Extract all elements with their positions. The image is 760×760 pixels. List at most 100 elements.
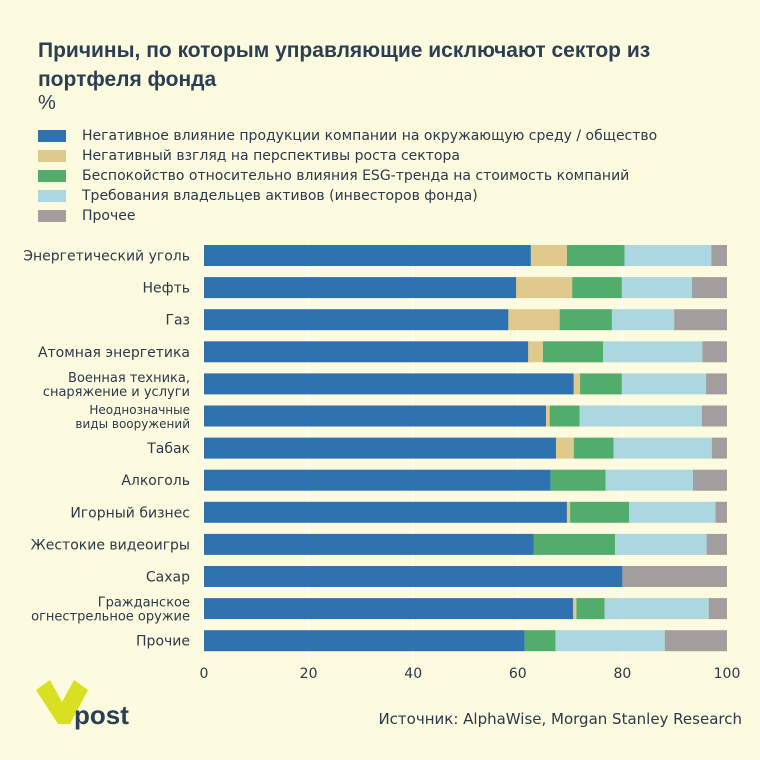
bar-segment bbox=[572, 277, 622, 299]
bar-segment bbox=[566, 245, 625, 266]
category-label: Сахар bbox=[146, 570, 190, 586]
legend-item: Прочее bbox=[38, 206, 657, 226]
category-label-line: огнестрельное оружие bbox=[31, 610, 190, 625]
bar-segment bbox=[204, 501, 567, 523]
bar-segment bbox=[528, 341, 543, 363]
x-tick-label: 20 bbox=[300, 666, 318, 682]
legend-item: Беспокойство относительно влияния ESG-тр… bbox=[38, 166, 657, 186]
x-tick-label: 0 bbox=[200, 666, 209, 682]
x-tick-label: 40 bbox=[404, 666, 422, 682]
bar-segment bbox=[624, 245, 712, 266]
legend-swatch bbox=[38, 150, 66, 162]
bar-segment bbox=[579, 405, 702, 427]
bar-segment bbox=[674, 309, 727, 331]
bar-segment bbox=[622, 566, 727, 587]
category-label-line: Военная техника, bbox=[68, 371, 190, 386]
bar-segment bbox=[701, 405, 727, 427]
bar-segment bbox=[204, 341, 529, 363]
vpost-logo: post bbox=[36, 680, 146, 740]
category-label: Энергетический уголь bbox=[23, 249, 190, 265]
bar-segment bbox=[533, 533, 616, 555]
bar-segment bbox=[702, 341, 727, 363]
legend-label: Требования владельцев активов (инвесторо… bbox=[82, 188, 478, 204]
x-tick-label: 60 bbox=[509, 666, 527, 682]
category-label-line: Неоднозначные bbox=[89, 403, 190, 417]
bar-segment bbox=[204, 309, 509, 331]
legend-item: Негативное влияние продукции компании на… bbox=[38, 126, 657, 146]
legend-swatch bbox=[38, 170, 66, 182]
bar-segment bbox=[611, 309, 675, 331]
bar-segment bbox=[516, 277, 573, 299]
category-label: Игорный бизнес bbox=[70, 505, 190, 521]
category-label-line: снаряжение и услуги bbox=[43, 385, 190, 400]
bar-segment bbox=[204, 245, 531, 266]
bar-segment bbox=[711, 437, 727, 459]
bar-segment bbox=[555, 437, 574, 459]
bar-segment bbox=[615, 533, 707, 555]
bar-segment bbox=[204, 598, 574, 620]
bar-segment bbox=[542, 341, 604, 363]
bar-segment bbox=[530, 245, 567, 266]
category-label: Военная техника, снаряжение и услуги bbox=[43, 371, 190, 400]
category-label-line: виды вооружений bbox=[75, 417, 190, 431]
bar-segment bbox=[576, 598, 605, 620]
bar-segment bbox=[693, 469, 727, 491]
legend-item: Негативный взгляд на перспективы роста с… bbox=[38, 146, 657, 166]
bar-segment bbox=[691, 277, 727, 299]
category-label: Газ bbox=[165, 313, 190, 329]
legend-label: Негативный взгляд на перспективы роста с… bbox=[82, 148, 460, 164]
bar-segment bbox=[549, 405, 580, 427]
category-label: Неоднозначные виды вооружений bbox=[75, 403, 190, 431]
bar-segment bbox=[546, 405, 550, 427]
legend-swatch bbox=[38, 210, 66, 222]
category-label-line: Гражданское bbox=[98, 596, 190, 611]
bar-segment bbox=[204, 277, 517, 299]
bar-segment bbox=[708, 598, 727, 620]
category-label: Алкоголь bbox=[121, 473, 190, 489]
bar-segment bbox=[604, 598, 709, 620]
bar-segment bbox=[605, 469, 694, 491]
category-label: Атомная энергетика bbox=[38, 345, 190, 361]
bar-segment bbox=[603, 341, 703, 363]
bar-segment bbox=[613, 437, 712, 459]
bar-segment bbox=[204, 437, 556, 459]
category-label: Нефть bbox=[142, 281, 190, 297]
bar-segment bbox=[566, 501, 571, 523]
legend-label: Прочее bbox=[82, 208, 136, 224]
bar-segment bbox=[559, 309, 612, 331]
bar-segment bbox=[706, 373, 727, 395]
legend-swatch bbox=[38, 130, 66, 142]
bar-segment bbox=[715, 501, 727, 523]
legend-swatch bbox=[38, 190, 66, 202]
category-label: Гражданское огнестрельное оружие bbox=[31, 596, 190, 625]
logo-text: post bbox=[74, 700, 129, 730]
bar-segment bbox=[555, 630, 665, 652]
chart-title: Причины, по которым управляющие исключаю… bbox=[38, 39, 651, 91]
source-note: Источник: AlphaWise, Morgan Stanley Rese… bbox=[378, 710, 742, 728]
bar-segment bbox=[508, 309, 560, 331]
bar-segment bbox=[621, 277, 692, 299]
legend-item: Требования владельцев активов (инвесторо… bbox=[38, 186, 657, 206]
bar-segment bbox=[664, 630, 727, 652]
bar-segment bbox=[570, 501, 630, 523]
unit-label: % bbox=[38, 92, 56, 114]
bar-segment bbox=[573, 598, 577, 620]
bar-segment bbox=[204, 373, 574, 395]
bar-segment bbox=[204, 405, 547, 427]
stacked-bar-chart: Энергетический уголь Нефть Газ Атомная энер… bbox=[23, 241, 741, 682]
logo-v-icon: post bbox=[36, 680, 129, 730]
bar-segment bbox=[524, 630, 556, 652]
legend-label: Негативное влияние продукции компании на… bbox=[82, 128, 658, 144]
bar-segment bbox=[621, 373, 707, 395]
bar-segment bbox=[711, 245, 727, 266]
bar-segment bbox=[204, 566, 623, 587]
bar-segment bbox=[204, 469, 551, 491]
category-label: Прочие bbox=[136, 634, 190, 650]
bar-segment bbox=[580, 373, 622, 395]
category-label: Жестокие видеоигры bbox=[31, 537, 190, 553]
bar-segment bbox=[573, 373, 581, 395]
bar-segment bbox=[573, 437, 614, 459]
x-tick-label: 100 bbox=[714, 666, 741, 682]
bar-segment bbox=[706, 533, 727, 555]
bar-segment bbox=[204, 533, 534, 555]
